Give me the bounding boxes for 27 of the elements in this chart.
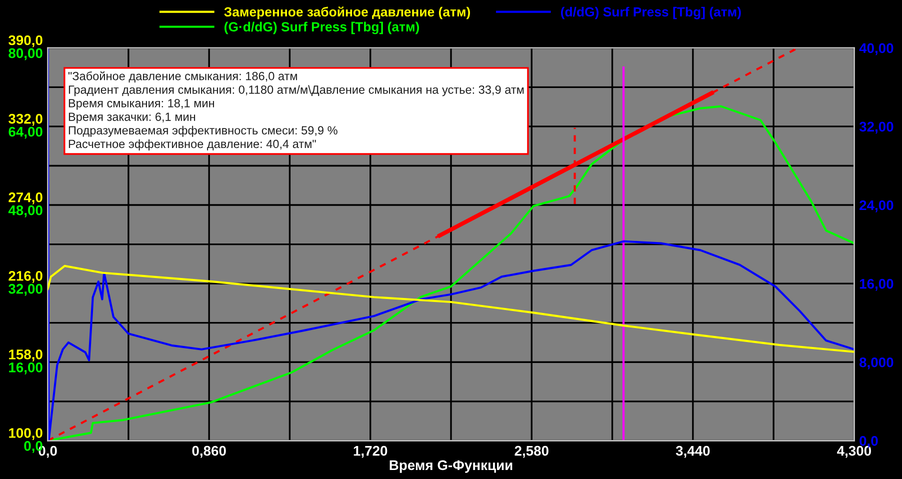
- y3-tick-label: 390,0: [8, 35, 42, 48]
- y2-tick-label: 24,00: [860, 200, 894, 212]
- y2-tick-label: 16,00: [860, 278, 894, 291]
- y-tick-label: 48,00: [8, 205, 42, 218]
- legend-label: Замеренное забойное давление (атм): [224, 6, 470, 20]
- y3-tick-label: 274,0: [8, 192, 42, 204]
- y-tick-label: 32,00: [8, 284, 42, 296]
- y2-tick-label: 32,00: [859, 122, 894, 134]
- legend-label: (G·d/dG) Surf Press [Tbg] (атм): [224, 22, 419, 34]
- x-tick-label: 1,720: [354, 446, 388, 458]
- y2-tick-label: 40,00: [859, 43, 894, 56]
- annotation: "Забойное давление смыкания: 186,0 атм Градиент давления смыкания: 0,1180 атм/м\Давление смыкания на устье: 33,9 атм Время смыкания: 18,1 мин Время закачки: 6,1 мин Подразумеваемая эффективность смеси: 59,9 % Расчетное эффективное давление: 40,4 атм": [68, 71, 524, 150]
- y3-tick-label: 158,0: [9, 350, 42, 362]
- y3-tick-label: 216,0: [8, 270, 42, 283]
- x-axis-title: Время G-Функции: [390, 460, 512, 473]
- y2-tick-label: 0,0: [860, 436, 878, 448]
- y3-tick-label: 100,0: [9, 428, 42, 440]
- y-tick-label: 80,00: [8, 48, 42, 60]
- y3-tick-label: 332,0: [8, 114, 42, 126]
- x-tick-label: 3,440: [676, 446, 710, 458]
- y2-tick-label: 8,000: [859, 357, 894, 370]
- x-tick-label: 4,300: [837, 446, 872, 458]
- y-tick-label: 64,00: [8, 126, 42, 139]
- y-tick-label: 16,00: [9, 362, 42, 374]
- x-tick-label: 0,860: [192, 446, 226, 458]
- x-tick-label: 2,580: [514, 446, 548, 458]
- legend-label: (d/dG) Surf Press [Tbg] (атм): [561, 6, 741, 20]
